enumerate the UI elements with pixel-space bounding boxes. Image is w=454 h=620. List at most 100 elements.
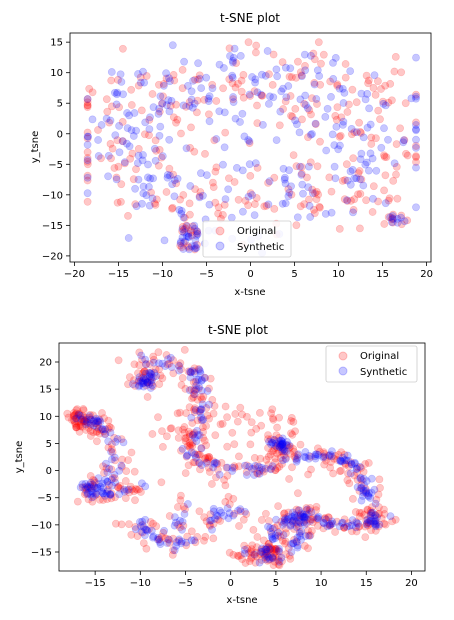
point-original [270, 436, 279, 445]
point-synthetic [295, 128, 304, 137]
point-original [268, 553, 277, 562]
point-original [347, 527, 356, 536]
point-synthetic [255, 558, 264, 567]
point-synthetic [228, 71, 237, 80]
point-original [300, 542, 309, 550]
point-synthetic [99, 489, 108, 498]
point-synthetic [193, 375, 201, 384]
point-synthetic [146, 376, 155, 385]
point-original [83, 160, 92, 169]
point-original [296, 440, 305, 449]
point-synthetic [101, 430, 109, 439]
point-original [288, 516, 297, 525]
point-synthetic [347, 460, 356, 468]
point-original [260, 545, 269, 554]
point-original [209, 183, 218, 191]
point-original [165, 512, 174, 520]
point-synthetic [85, 412, 94, 420]
point-original [230, 178, 239, 186]
point-synthetic [251, 159, 260, 168]
point-synthetic [192, 385, 201, 394]
point-original [95, 495, 104, 504]
point-original [187, 385, 196, 394]
point-original [412, 118, 420, 127]
point-original [185, 403, 194, 412]
point-original [275, 462, 284, 471]
point-synthetic [301, 448, 310, 456]
point-synthetic [77, 415, 86, 424]
point-original [211, 431, 220, 440]
point-original [107, 423, 115, 432]
point-original [333, 103, 342, 112]
point-synthetic [215, 470, 224, 479]
point-original [202, 422, 210, 430]
point-original [265, 545, 274, 554]
point-synthetic [278, 440, 287, 449]
point-synthetic [264, 200, 273, 209]
point-original [138, 355, 146, 364]
point-synthetic [192, 381, 200, 390]
point-synthetic [287, 540, 295, 548]
point-original [107, 494, 116, 503]
point-original [326, 521, 335, 529]
point-original [186, 368, 195, 377]
point-original [196, 188, 205, 196]
x-tick-label: −5 [199, 269, 214, 280]
point-original [184, 243, 193, 252]
point-synthetic [280, 516, 289, 525]
point-original [93, 437, 101, 446]
point-original [130, 376, 138, 384]
point-original [209, 534, 218, 543]
point-original [310, 55, 319, 64]
point-original [221, 128, 230, 137]
point-original [157, 153, 166, 162]
point-original [268, 81, 277, 89]
y-tick-label: 15 [39, 385, 52, 396]
point-original [242, 468, 251, 476]
point-original [350, 471, 359, 480]
point-original [268, 405, 277, 414]
point-synthetic [84, 489, 92, 497]
y-tick-label: 0 [57, 129, 63, 140]
point-synthetic [196, 169, 205, 178]
point-synthetic [293, 543, 302, 552]
point-synthetic [257, 463, 266, 472]
point-original [82, 413, 90, 422]
point-synthetic [198, 191, 207, 200]
point-original [264, 460, 273, 469]
point-original [366, 514, 375, 523]
point-original [89, 411, 97, 420]
point-original [275, 440, 284, 449]
point-synthetic [182, 538, 190, 547]
point-original [75, 410, 83, 419]
point-original [193, 533, 202, 541]
point-original [331, 112, 340, 120]
point-original [290, 525, 298, 533]
point-original [193, 96, 202, 105]
point-synthetic [145, 368, 154, 377]
point-synthetic [265, 437, 273, 446]
point-original [75, 421, 84, 430]
point-original [264, 555, 273, 564]
point-synthetic [275, 443, 284, 451]
point-original [239, 93, 248, 102]
point-original [129, 175, 138, 184]
point-original [79, 416, 88, 424]
point-synthetic [293, 454, 302, 462]
point-original [199, 433, 207, 442]
point-original [293, 519, 302, 528]
point-original [275, 448, 284, 456]
point-original [77, 420, 85, 429]
point-synthetic [190, 224, 199, 233]
point-original [143, 393, 152, 401]
point-original [72, 423, 81, 432]
point-synthetic [248, 73, 256, 81]
point-original [331, 528, 339, 536]
point-synthetic [146, 174, 155, 183]
point-original [357, 464, 365, 472]
point-synthetic [359, 488, 368, 497]
point-original [228, 428, 237, 437]
point-original [114, 483, 123, 492]
point-synthetic [94, 136, 102, 144]
point-original [165, 164, 174, 173]
